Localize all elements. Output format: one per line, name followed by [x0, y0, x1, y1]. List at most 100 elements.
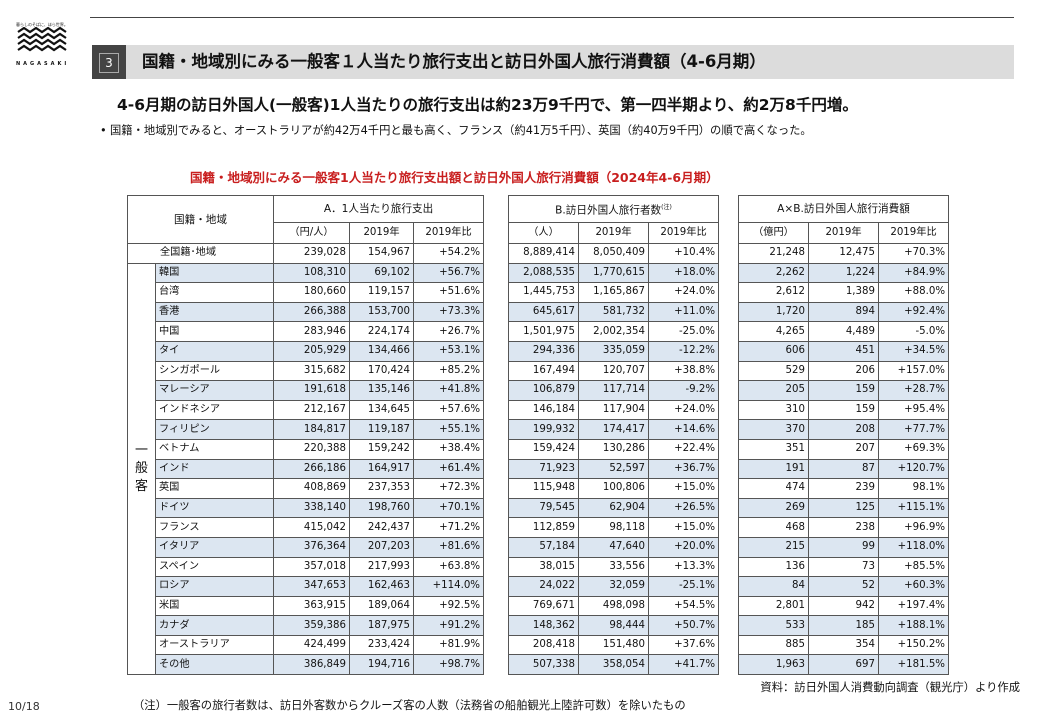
consumption-ratio: +77.7%	[878, 419, 949, 440]
consumption-2024: 2,612	[738, 282, 809, 303]
visitors-2024: 167,494	[508, 360, 579, 382]
visitors-2019: 1,770,615	[578, 262, 649, 284]
table-row: イタリア 376,364 207,203 +81.6%	[128, 536, 484, 558]
region-name: カナダ	[155, 615, 274, 636]
consumption-2019: 52	[808, 576, 879, 597]
visitors-2024: 146,184	[508, 399, 579, 421]
table-row: 79,545 62,904 +26.5%	[508, 497, 719, 519]
visitors-2024: 8,889,414	[508, 243, 579, 264]
table-title: 国籍・地域別にみる一般客1人当たり旅行支出額と訪日外国人旅行消費額（2024年4…	[190, 170, 719, 185]
table-consumption: A×B.訪日外国人旅行消費額 （億円） 2019年 2019年比 21,248 1…	[738, 195, 949, 676]
table-row: タイ 205,929 134,466 +53.1%	[128, 340, 484, 362]
visitors-ratio: +41.7%	[648, 654, 719, 676]
header-a-title: A．1人当たり旅行支出	[273, 195, 484, 223]
per-capita-2024: 415,042	[273, 517, 350, 538]
consumption-ratio: +188.1%	[878, 615, 949, 636]
visitors-2024: 112,859	[508, 517, 579, 538]
region-name: 英国	[155, 478, 274, 499]
per-capita-2024: 220,388	[273, 438, 350, 460]
per-capita-2024: 347,653	[273, 576, 350, 597]
consumption-2024: 21,248	[738, 243, 809, 264]
region-name: 全国籍･地域	[127, 243, 274, 264]
visitors-ratio: -25.0%	[648, 321, 719, 342]
visitors-ratio: +54.5%	[648, 595, 719, 617]
group-label-char: 客	[134, 478, 148, 494]
consumption-2019: 73	[808, 556, 879, 578]
table-row: 1,501,975 2,002,354 -25.0%	[508, 321, 719, 342]
table-row: 2,262 1,224 +84.9%	[738, 262, 949, 284]
visitors-2019: 62,904	[578, 497, 649, 519]
per-capita-2019: 187,975	[349, 615, 414, 636]
header-b-2019: 2019年	[578, 222, 649, 244]
section-title-bar	[92, 45, 1014, 79]
table-row: インド 266,186 164,917 +61.4%	[128, 458, 484, 480]
per-capita-2024: 191,618	[273, 380, 350, 401]
visitors-2024: 1,445,753	[508, 282, 579, 303]
consumption-2019: 697	[808, 654, 879, 676]
consumption-2024: 215	[738, 536, 809, 558]
consumption-ratio: +84.9%	[878, 262, 949, 284]
visitors-ratio: +38.8%	[648, 360, 719, 382]
per-capita-2024: 359,386	[273, 615, 350, 636]
consumption-2024: 310	[738, 399, 809, 421]
consumption-2024: 606	[738, 340, 809, 362]
per-capita-2024: 266,186	[273, 458, 350, 480]
per-capita-ratio: +26.7%	[413, 321, 484, 342]
region-name: その他	[155, 654, 274, 676]
group-label-char: 一	[134, 442, 148, 458]
table-row: 112,859 98,118 +15.0%	[508, 517, 719, 538]
visitors-2019: 581,732	[578, 301, 649, 323]
visitors-ratio: -9.2%	[648, 380, 719, 401]
per-capita-2019: 164,917	[349, 458, 414, 480]
region-name: 中国	[155, 321, 274, 342]
per-capita-ratio: +51.6%	[413, 282, 484, 303]
consumption-2019: 206	[808, 360, 879, 382]
consumption-2019: 87	[808, 458, 879, 480]
per-capita-2024: 408,869	[273, 478, 350, 499]
table-row: 191 87 +120.7%	[738, 458, 949, 480]
visitors-ratio: +22.4%	[648, 438, 719, 460]
visitors-2019: 117,714	[578, 380, 649, 401]
visitors-2019: 8,050,409	[578, 243, 649, 264]
visitors-2024: 38,015	[508, 556, 579, 578]
visitors-ratio: +20.0%	[648, 536, 719, 558]
page-number: 10/18	[8, 700, 40, 713]
consumption-ratio: +69.3%	[878, 438, 949, 460]
consumption-2019: 1,389	[808, 282, 879, 303]
consumption-ratio: 98.1%	[878, 478, 949, 499]
per-capita-ratio: +63.8%	[413, 556, 484, 578]
per-capita-2019: 194,716	[349, 654, 414, 676]
per-capita-2019: 217,993	[349, 556, 414, 578]
bullet-dot-icon: •	[100, 124, 107, 137]
visitors-2024: 769,671	[508, 595, 579, 617]
table-row: 115,948 100,806 +15.0%	[508, 478, 719, 499]
header-c-2019: 2019年	[808, 222, 879, 244]
per-capita-2019: 135,146	[349, 380, 414, 401]
per-capita-2019: 154,967	[349, 243, 414, 264]
per-capita-2024: 184,817	[273, 419, 350, 440]
per-capita-2019: 119,157	[349, 282, 414, 303]
visitors-ratio: +50.7%	[648, 615, 719, 636]
per-capita-2019: 119,187	[349, 419, 414, 440]
table-row: 205 159 +28.7%	[738, 380, 949, 401]
table-row: 香港 266,388 153,700 +73.3%	[128, 301, 484, 323]
table-row: 507,338 358,054 +41.7%	[508, 654, 719, 676]
visitors-2024: 2,088,535	[508, 262, 579, 284]
table-row: 208,418 151,480 +37.6%	[508, 634, 719, 656]
per-capita-2019: 170,424	[349, 360, 414, 382]
per-capita-2024: 180,660	[273, 282, 350, 303]
consumption-2019: 942	[808, 595, 879, 617]
visitors-2019: 98,444	[578, 615, 649, 636]
consumption-ratio: +118.0%	[878, 536, 949, 558]
consumption-ratio: +95.4%	[878, 399, 949, 421]
region-name: ロシア	[155, 576, 274, 597]
section-number: 3	[99, 53, 119, 73]
consumption-ratio: -5.0%	[878, 321, 949, 342]
table-row: 英国 408,869 237,353 +72.3%	[128, 478, 484, 499]
per-capita-2024: 376,364	[273, 536, 350, 558]
bullet-point: • 国籍・地域別でみると、オーストラリアが約42万4千円と最も高く、フランス（約…	[100, 123, 980, 139]
table-row: 1,720 894 +92.4%	[738, 301, 949, 323]
consumption-ratio: +120.7%	[878, 458, 949, 480]
per-capita-2024: 266,388	[273, 301, 350, 323]
consumption-ratio: +115.1%	[878, 497, 949, 519]
